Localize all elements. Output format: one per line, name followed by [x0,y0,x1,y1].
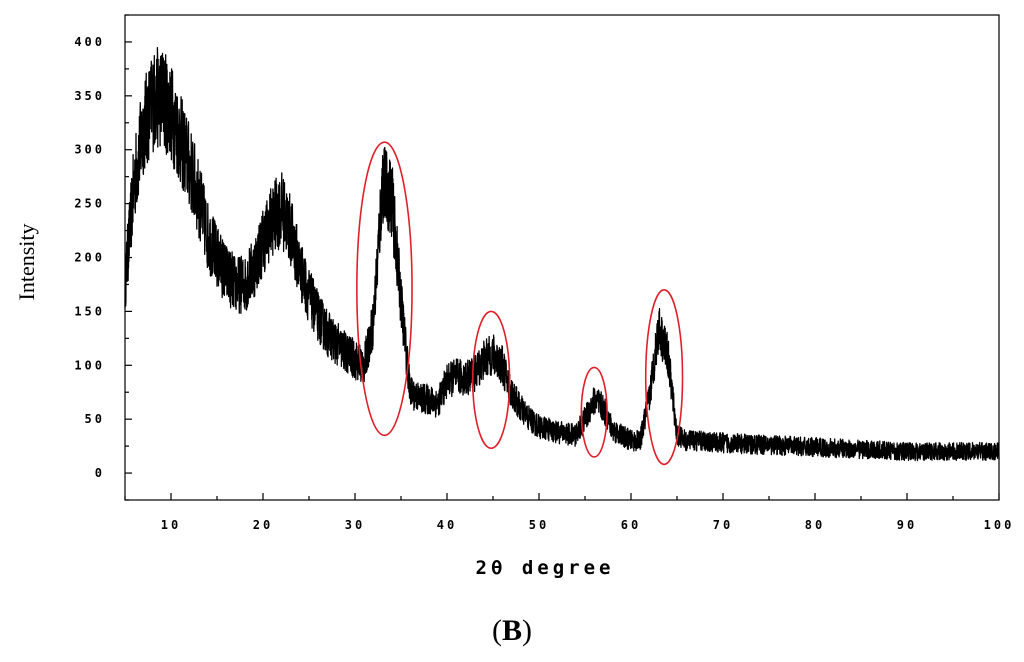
y-axis-title: Intensity [14,224,39,301]
peak-highlight-ellipse [471,310,511,450]
x-tick-label: 20 [253,518,273,532]
peak-highlight-ellipse [644,289,684,466]
x-tick-label: 10 [161,518,181,532]
series-layer [124,47,1000,462]
y-tick-label: 300 [74,143,105,157]
peak-highlight-ellipse [580,366,608,458]
x-tick-label: 70 [713,518,733,532]
x-tick-label: 60 [621,518,641,532]
y-tick-label: 150 [74,304,105,318]
x-tick-label: 100 [984,518,1015,532]
y-tick-label: 250 [74,197,105,211]
x-tick-label: 50 [529,518,549,532]
x-axis-title: 2θ degree [476,557,615,579]
y-tick-label: 100 [74,358,105,372]
x-axis-ticks: 10 20 30 40 50 60 70 80 90 100 [124,493,1015,532]
peak-highlights [356,141,684,466]
panel-label-letter: B [501,614,522,647]
y-tick-label: 50 [85,412,105,426]
panel-label: (B) [491,614,532,647]
x-tick-label: 80 [805,518,825,532]
y-axis-ticks: 0 50 100 150 200 250 300 350 400 [74,14,132,501]
x-tick-label: 90 [897,518,917,532]
x-tick-label: 40 [437,518,457,532]
y-tick-label: 350 [74,89,105,103]
y-tick-label: 400 [74,35,105,49]
peak-highlight-ellipse [356,141,413,437]
diffraction-trace [124,47,1000,462]
y-tick-label: 200 [74,251,105,265]
y-tick-label: 0 [95,466,105,480]
x-tick-label: 30 [345,518,365,532]
xrd-chart: 10 20 30 40 50 60 70 80 90 100 0 50 100 150 200 250 300… [14,14,1015,579]
